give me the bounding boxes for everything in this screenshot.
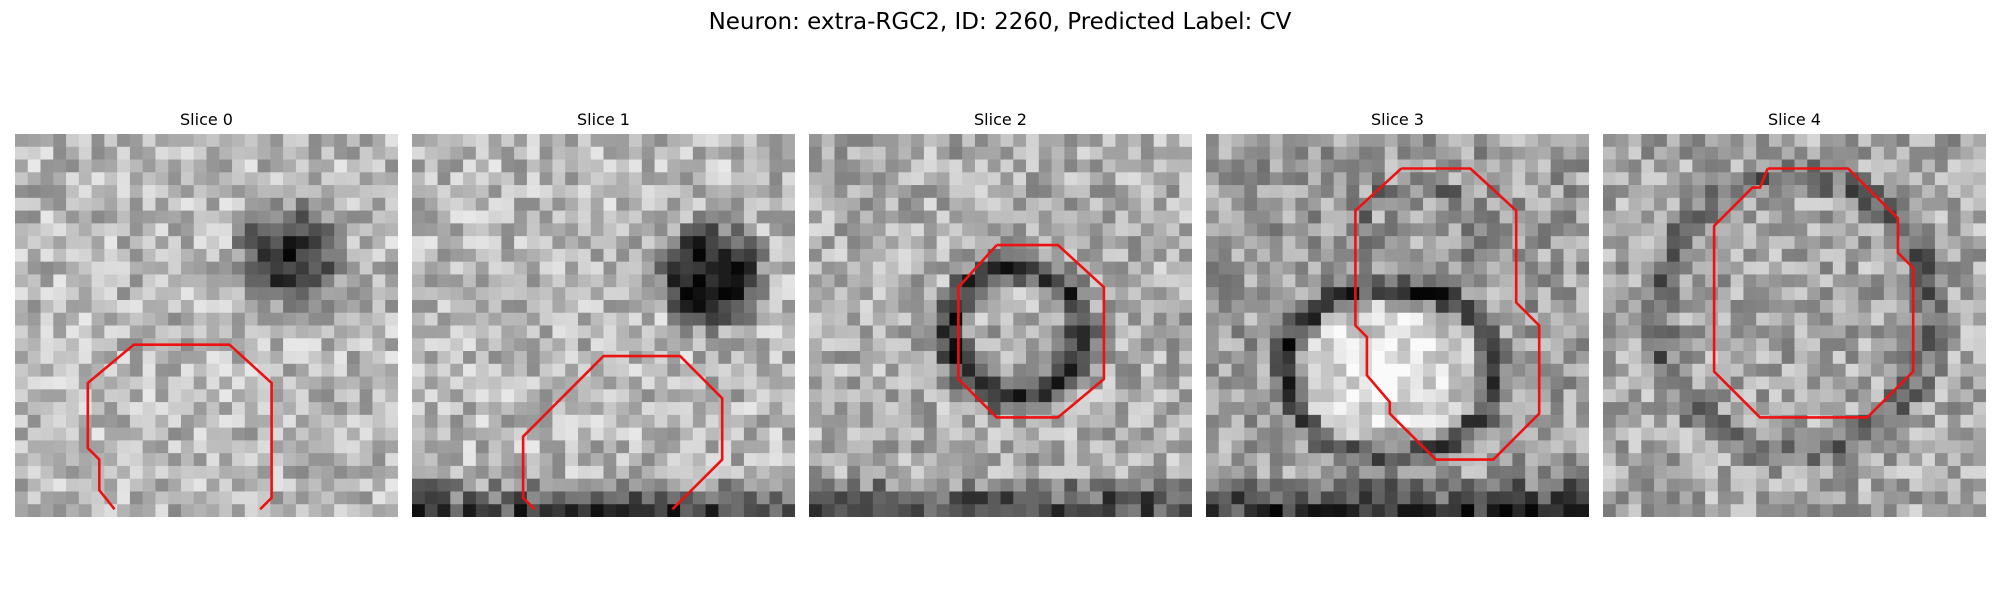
segmentation-contour	[957, 243, 1106, 419]
slice-title-4: Slice 4	[1768, 110, 1821, 129]
pixel-grid	[1206, 134, 1589, 517]
slice-image-4	[1603, 134, 1986, 517]
pixel-grid	[1603, 134, 1986, 517]
segmentation-contour	[1354, 167, 1541, 461]
slice-title-0: Slice 0	[180, 110, 233, 129]
slice-title-2: Slice 2	[974, 110, 1027, 129]
figure-title: Neuron: extra-RGC2, ID: 2260, Predicted …	[708, 9, 1292, 35]
slice-image-0	[15, 134, 398, 517]
segmentation-contour	[1712, 167, 1915, 419]
slice-image-3	[1206, 134, 1589, 517]
slice-image-2	[809, 134, 1192, 517]
pixel-grid	[15, 134, 398, 517]
segmentation-contour	[86, 343, 273, 511]
pixel-grid	[412, 134, 795, 517]
slice-title-1: Slice 1	[577, 110, 630, 129]
slice-image-1	[412, 134, 795, 517]
slice-title-3: Slice 3	[1371, 110, 1424, 129]
pixel-grid	[809, 134, 1192, 517]
segmentation-contour	[521, 354, 724, 511]
